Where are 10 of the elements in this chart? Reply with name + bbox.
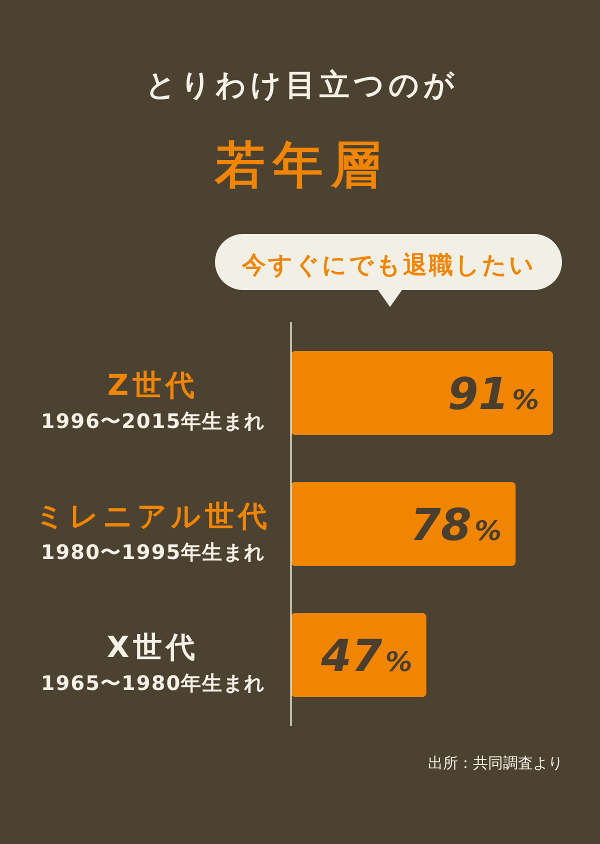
data-label: 91% (448, 368, 539, 420)
data-label: 47% (320, 631, 412, 682)
y-tick-label: X世代 1965〜1980年生まれ (40, 630, 266, 696)
y-tick-label: Z世代 1996〜2015年生まれ (40, 368, 266, 433)
chart-subtitle: 若年層 (214, 136, 389, 194)
chart-title: とりわけ目立つのが (146, 68, 458, 103)
text: 出所：共同調査より (428, 754, 563, 772)
data-label: 78% (410, 500, 502, 551)
y-tick-label: ミレニアル世代 1980〜1995年生まれ (35, 499, 271, 564)
text: 今すぐにでも退職したい (241, 251, 536, 279)
